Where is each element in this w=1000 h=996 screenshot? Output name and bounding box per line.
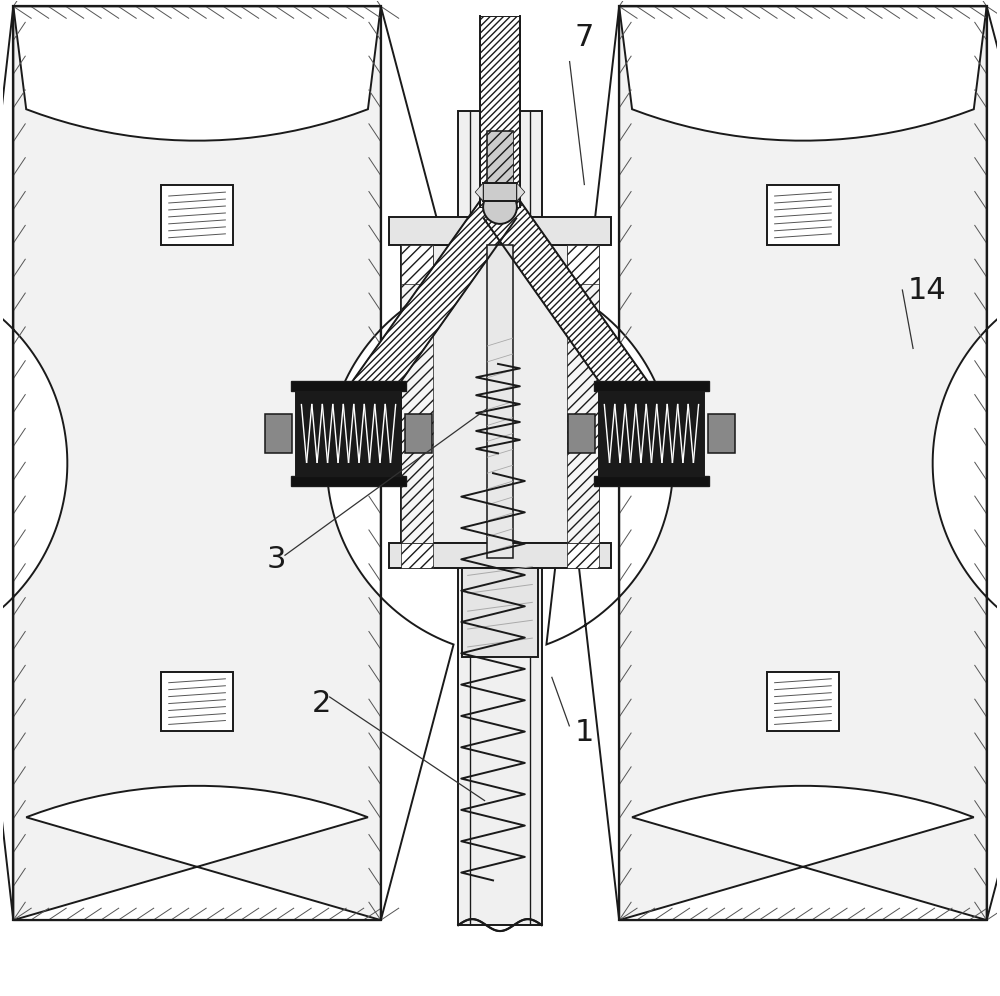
Bar — [487, 130, 513, 190]
Polygon shape — [619, 6, 987, 140]
Polygon shape — [933, 6, 1000, 920]
Bar — [389, 543, 611, 568]
Bar — [389, 217, 611, 245]
Bar — [483, 200, 517, 245]
Polygon shape — [567, 543, 599, 568]
Bar — [708, 413, 735, 453]
Polygon shape — [619, 786, 987, 920]
Polygon shape — [475, 183, 483, 201]
Bar — [296, 391, 401, 476]
Polygon shape — [13, 6, 381, 140]
Text: 3: 3 — [267, 545, 286, 574]
Bar — [594, 381, 709, 391]
Bar — [767, 185, 839, 245]
Bar — [599, 391, 704, 476]
Polygon shape — [567, 245, 599, 543]
Polygon shape — [484, 195, 655, 415]
Bar — [401, 245, 599, 543]
Polygon shape — [487, 130, 513, 190]
Text: 14: 14 — [907, 276, 946, 306]
Text: 7: 7 — [574, 23, 594, 52]
Bar — [291, 476, 406, 486]
Bar — [619, 6, 987, 920]
Polygon shape — [401, 245, 433, 543]
Polygon shape — [401, 245, 433, 285]
Polygon shape — [345, 195, 516, 415]
Bar — [405, 413, 432, 453]
Bar — [767, 672, 839, 731]
Polygon shape — [0, 6, 67, 920]
Bar — [458, 111, 542, 925]
Text: 2: 2 — [311, 688, 331, 717]
Bar — [161, 185, 233, 245]
Bar — [13, 6, 381, 920]
Polygon shape — [13, 786, 381, 920]
Polygon shape — [480, 16, 520, 207]
Bar — [487, 245, 513, 558]
Bar — [594, 476, 709, 486]
Polygon shape — [517, 183, 525, 201]
Bar — [265, 413, 292, 453]
Bar — [13, 6, 381, 920]
Bar — [161, 672, 233, 731]
Polygon shape — [567, 245, 599, 285]
Bar — [568, 413, 595, 453]
Polygon shape — [401, 543, 433, 568]
Polygon shape — [483, 200, 517, 245]
Polygon shape — [546, 6, 673, 920]
Bar — [462, 568, 538, 657]
Bar — [619, 6, 987, 920]
Text: 1: 1 — [574, 718, 594, 747]
Bar — [483, 183, 517, 201]
Circle shape — [483, 190, 517, 224]
Polygon shape — [327, 6, 454, 920]
Bar — [291, 381, 406, 391]
